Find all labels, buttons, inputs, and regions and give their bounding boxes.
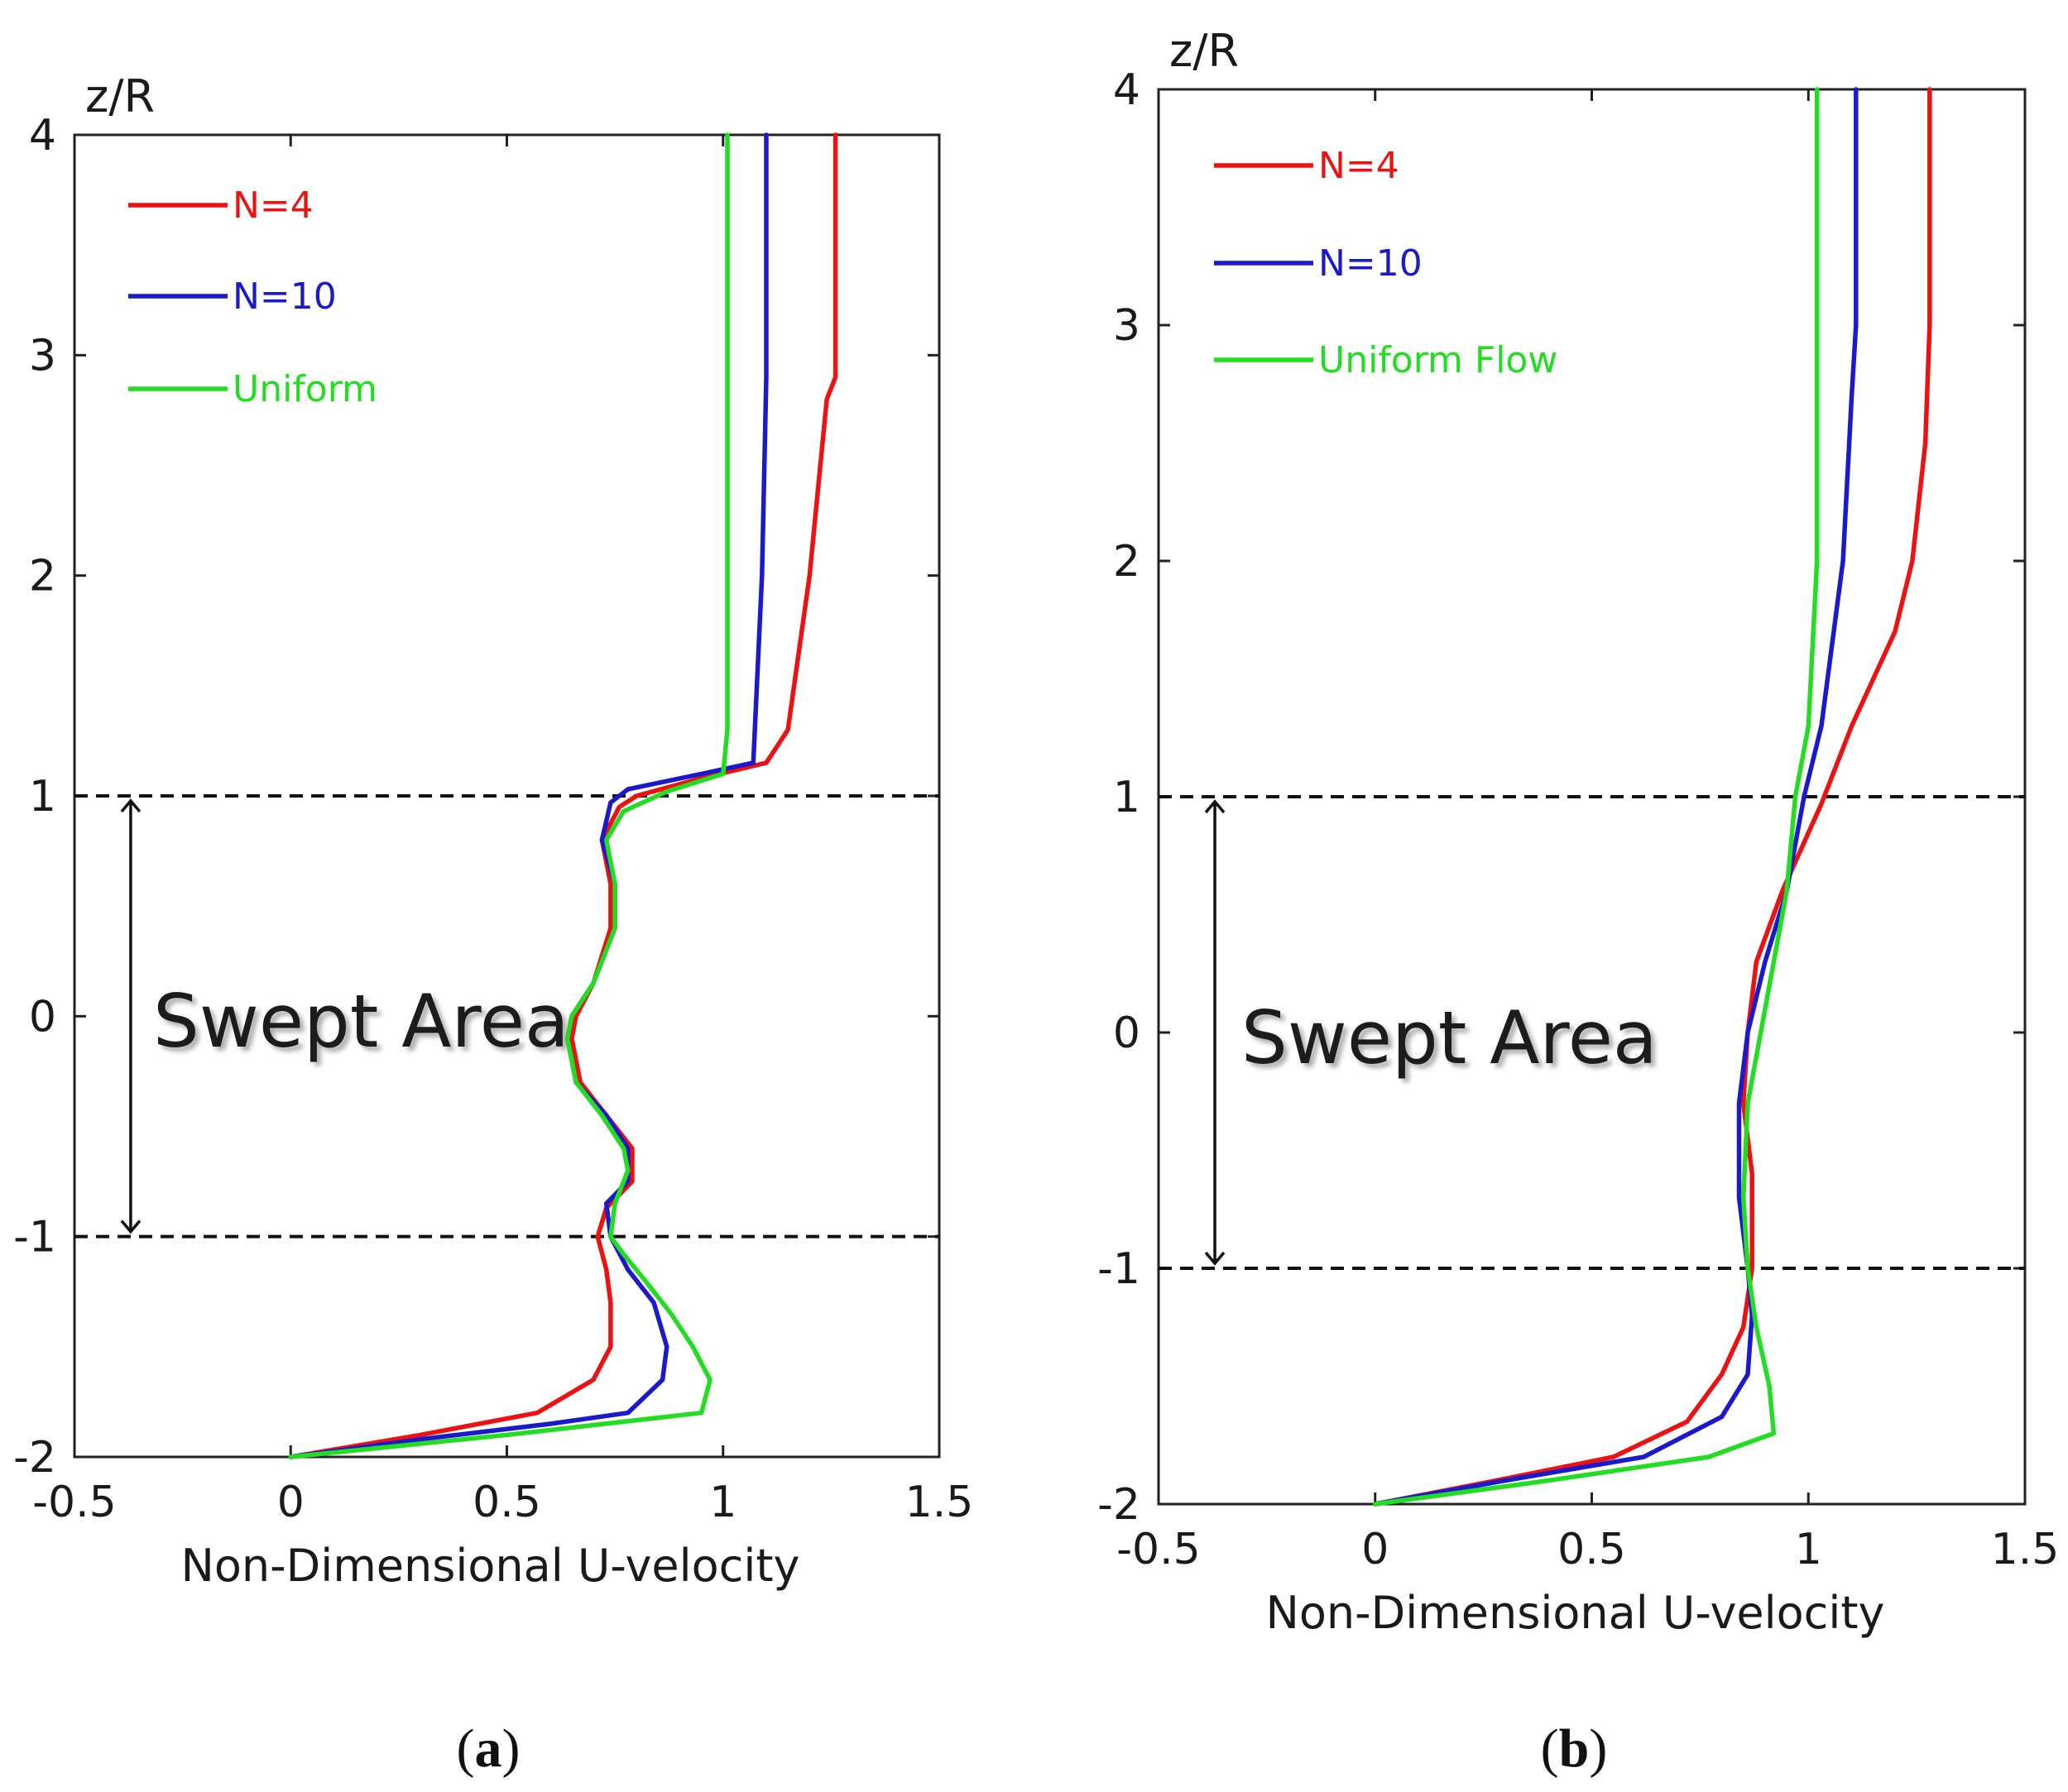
panel-caption: (b): [1541, 1718, 1608, 1779]
panel-caption: (a): [457, 1718, 521, 1779]
y-tick-label: 3: [29, 331, 56, 381]
legend-label: N=10: [233, 276, 337, 318]
y-tick-label: 3: [1113, 301, 1140, 351]
caption-paren: ): [1589, 1718, 1607, 1779]
chart-panel-a: -2 -1 0 1 2 3 4 -0.5 0 0.5 1 1.5 Non-Dimensional U-v…: [13, 70, 973, 1779]
swept-area-label: Swept Area: [1241, 995, 1658, 1080]
y-tick-label: 0: [29, 992, 56, 1042]
y-tick-label: 1: [29, 772, 56, 822]
legend-label: Uniform: [233, 368, 377, 410]
x-tick-label: 0: [1361, 1525, 1389, 1574]
y-tick-label: -2: [1097, 1480, 1140, 1530]
y-tick-label: -1: [13, 1213, 56, 1263]
x-tick-label: 1: [709, 1478, 737, 1527]
x-tick-label: -0.5: [1116, 1525, 1200, 1574]
y-tick-label: 2: [1113, 537, 1140, 587]
y-tick-label: 4: [1113, 65, 1140, 115]
x-tick-label: 1.5: [905, 1478, 974, 1527]
x-tick-label: 0.5: [1557, 1525, 1626, 1574]
x-tick-label: 0.5: [473, 1478, 541, 1527]
series-line-n-10: [1373, 87, 1859, 1507]
x-tick-label: 1.5: [1991, 1525, 2060, 1574]
y-axis-label: z/R: [1169, 25, 1239, 77]
y-axis-label: z/R: [85, 70, 155, 122]
caption-paren: (: [457, 1718, 475, 1779]
y-tick-label: -1: [1097, 1244, 1140, 1294]
x-axis-label: Non-Dimensional U-velocity: [1265, 1587, 1884, 1639]
series-line-n-4: [288, 132, 838, 1459]
series-line-n-4: [1373, 87, 1932, 1507]
legend-label: Uniform Flow: [1318, 339, 1557, 381]
x-tick-label: 1: [1795, 1525, 1822, 1574]
caption-letter: a: [475, 1718, 502, 1779]
chart-panel-b: -2 -1 0 1 2 3 4 -0.5 0 0.5 1 1.5 Non-Dimensional U-v…: [1097, 25, 2059, 1779]
caption-letter: b: [1559, 1718, 1590, 1779]
series-line-uniform: [288, 132, 730, 1459]
y-tick-label: 0: [1113, 1009, 1140, 1058]
legend-label: N=4: [1318, 145, 1399, 187]
x-axis-label: Non-Dimensional U-velocity: [180, 1540, 799, 1592]
legend-label: N=4: [233, 184, 314, 227]
x-tick-label: 0: [277, 1478, 305, 1527]
series-line-uniform-flow: [1373, 87, 1820, 1507]
swept-area-label: Swept Area: [153, 979, 569, 1064]
y-tick-label: 2: [29, 552, 56, 601]
caption-paren: (: [1541, 1718, 1559, 1779]
y-tick-label: -2: [13, 1433, 56, 1483]
y-tick-label: 4: [29, 111, 56, 161]
legend-label: N=10: [1318, 242, 1423, 285]
x-tick-label: -0.5: [32, 1478, 116, 1527]
y-tick-label: 1: [1113, 773, 1140, 822]
caption-paren: ): [502, 1718, 521, 1779]
